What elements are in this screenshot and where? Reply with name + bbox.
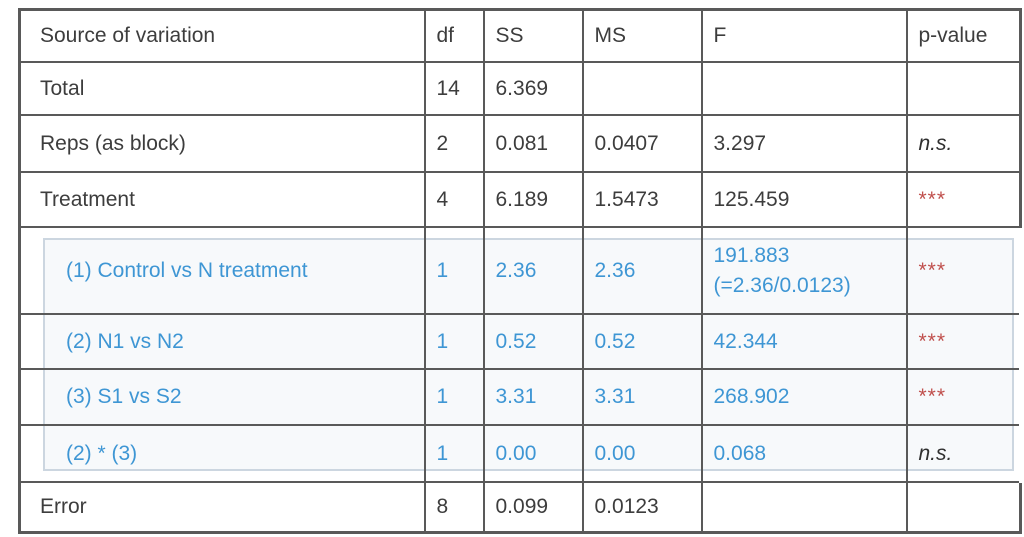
cell-f <box>700 481 908 534</box>
cell-ss: 0.52 <box>482 313 584 370</box>
cell-pvalue: *** <box>905 171 1022 228</box>
cell-ms: 0.00 <box>581 424 703 483</box>
f-value: 191.883 <box>713 243 790 267</box>
row-label: (2) N1 vs N2 <box>18 313 426 370</box>
table-row-reps: Reps (as block) 2 0.081 0.0407 3.297 n.s… <box>18 114 1022 173</box>
cell-df: 4 <box>423 171 485 228</box>
cell-pvalue: *** <box>905 226 1022 315</box>
cell-df: 8 <box>423 481 485 534</box>
cell-ms: 3.31 <box>581 368 703 426</box>
row-label: (1) Control vs N treatment <box>18 226 426 315</box>
col-header-f: F <box>700 8 908 63</box>
cell-ss: 3.31 <box>482 368 584 426</box>
cell-ms: 2.36 <box>581 226 703 315</box>
cell-f: 191.883 (=2.36/0.0123) <box>700 226 908 315</box>
table-row-contrast-3: (3) S1 vs S2 1 3.31 3.31 268.902 *** <box>18 368 1022 426</box>
cell-df: 1 <box>423 424 485 483</box>
cell-ms: 1.5473 <box>581 171 703 228</box>
cell-ss: 6.189 <box>482 171 584 228</box>
cell-ss: 0.00 <box>482 424 584 483</box>
cell-ss: 0.081 <box>482 114 584 173</box>
cell-df: 14 <box>423 61 485 116</box>
col-header-ms: MS <box>581 8 703 63</box>
cell-pvalue: n.s. <box>905 114 1022 173</box>
cell-ms: 0.52 <box>581 313 703 370</box>
cell-ss: 6.369 <box>482 61 584 116</box>
cell-f <box>700 61 908 116</box>
col-header-df: df <box>423 8 485 63</box>
col-header-pvalue: p-value <box>905 8 1022 63</box>
cell-df: 1 <box>423 368 485 426</box>
row-label: Total <box>18 61 426 116</box>
cell-f: 125.459 <box>700 171 908 228</box>
cell-df: 1 <box>423 226 485 315</box>
cell-f: 268.902 <box>700 368 908 426</box>
cell-ss: 2.36 <box>482 226 584 315</box>
table-row-contrast-1: (1) Control vs N treatment 1 2.36 2.36 1… <box>18 226 1022 315</box>
cell-pvalue: n.s. <box>905 424 1022 483</box>
cell-ms <box>581 61 703 116</box>
cell-df: 1 <box>423 313 485 370</box>
row-label: (3) S1 vs S2 <box>18 368 426 426</box>
header-row: Source of variation df SS MS F p-value <box>18 8 1022 63</box>
cell-ms: 0.0407 <box>581 114 703 173</box>
row-label: (2) * (3) <box>18 424 426 483</box>
table-row-contrast-2: (2) N1 vs N2 1 0.52 0.52 42.344 *** <box>18 313 1022 370</box>
cell-ss: 0.099 <box>482 481 584 534</box>
cell-df: 2 <box>423 114 485 173</box>
cell-f: 42.344 <box>700 313 908 370</box>
row-label: Reps (as block) <box>18 114 426 173</box>
cell-pvalue <box>905 481 1022 534</box>
f-note: (=2.36/0.0123) <box>713 273 851 297</box>
cell-pvalue: *** <box>905 313 1022 370</box>
cell-pvalue <box>905 61 1022 116</box>
col-header-ss: SS <box>482 8 584 63</box>
cell-f: 3.297 <box>700 114 908 173</box>
table-row-error: Error 8 0.099 0.0123 <box>18 481 1022 534</box>
col-header-source: Source of variation <box>18 8 426 63</box>
table-row-interaction: (2) * (3) 1 0.00 0.00 0.068 n.s. <box>18 424 1022 483</box>
anova-table: Source of variation df SS MS F p-value T… <box>18 8 1022 534</box>
cell-ms: 0.0123 <box>581 481 703 534</box>
table-row-total: Total 14 6.369 <box>18 61 1022 116</box>
table-row-treatment: Treatment 4 6.189 1.5473 125.459 *** <box>18 171 1022 228</box>
cell-f: 0.068 <box>700 424 908 483</box>
row-label: Treatment <box>18 171 426 228</box>
cell-pvalue: *** <box>905 368 1022 426</box>
row-label: Error <box>18 481 426 534</box>
